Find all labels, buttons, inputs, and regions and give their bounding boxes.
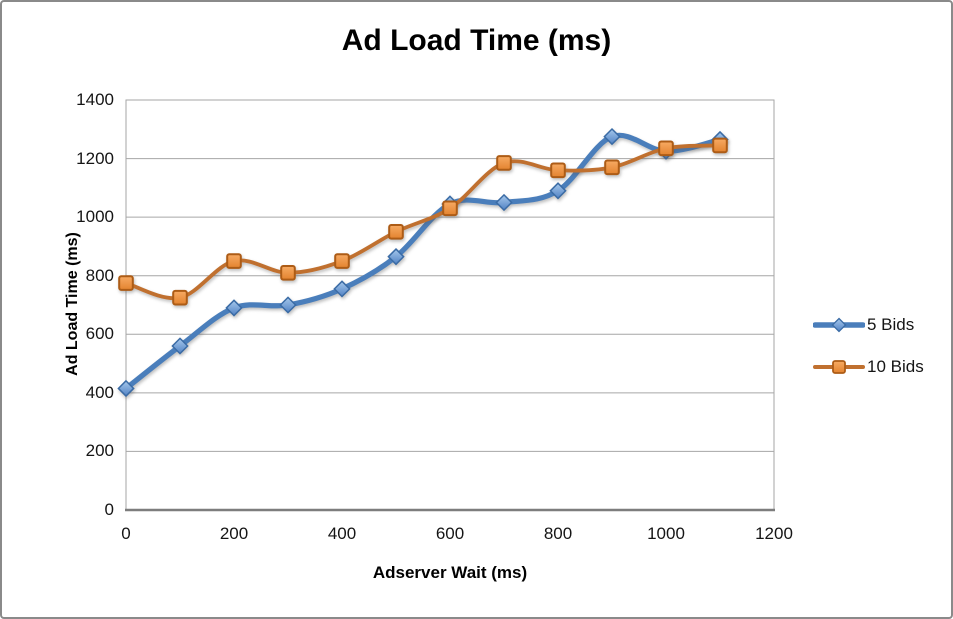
square-marker [172, 289, 188, 306]
x-tick-label: 400 [327, 524, 357, 543]
diamond-marker [495, 193, 513, 212]
square-marker [334, 253, 350, 269]
x-tick-label: 1200 [755, 524, 793, 543]
square-marker [280, 264, 296, 281]
square-marker [118, 275, 134, 291]
x-tick-label: 600 [435, 524, 465, 543]
y-tick-label: 400 [85, 382, 114, 402]
square-marker [388, 223, 404, 240]
chart-title: Ad Load Time (ms) [341, 24, 612, 57]
x-axis-title: Adserver Wait (ms) [372, 563, 528, 582]
diamond-marker [117, 379, 135, 398]
x-tick-label: 200 [219, 524, 249, 543]
line-diamond-swatch-icon [813, 317, 865, 333]
x-tick-label: 800 [543, 524, 573, 543]
y-tick-label: 0 [104, 500, 114, 519]
y-tick-label: 1000 [76, 207, 114, 227]
diamond-marker [387, 248, 405, 266]
square-marker [712, 137, 728, 154]
legend-label-10-bids: 10 Bids [867, 357, 924, 376]
y-tick-label: 1400 [76, 90, 114, 109]
square-marker [226, 253, 242, 269]
x-tick-label: 0 [121, 524, 131, 543]
series-10-bids [118, 137, 728, 306]
y-tick-label: 800 [85, 265, 114, 285]
square-marker [442, 200, 458, 217]
square-marker [658, 140, 674, 157]
legend-label-5-bids: 5 Bids [867, 315, 915, 334]
diamond-marker [171, 337, 189, 355]
diamond-marker [333, 280, 351, 298]
series-line [123, 132, 723, 392]
legend: 5 Bids 10 Bids [813, 311, 924, 395]
diamond-marker [603, 127, 621, 146]
square-marker [496, 155, 512, 171]
y-tick-label: 200 [85, 441, 114, 461]
diamond-marker [279, 296, 297, 314]
diamond-marker [549, 182, 567, 200]
diamond-marker [225, 299, 243, 317]
square-marker [604, 159, 620, 176]
y-tick-label: 600 [85, 324, 114, 344]
series-5-bids [117, 127, 729, 398]
y-tick-label: 1200 [76, 148, 114, 168]
square-marker [550, 162, 566, 179]
plot-border [125, 99, 775, 511]
legend-item-5-bids: 5 Bids [813, 311, 924, 339]
line-square-swatch-icon [813, 360, 865, 374]
x-tick-label: 1000 [647, 524, 685, 543]
legend-item-10-bids: 10 Bids [813, 353, 924, 381]
